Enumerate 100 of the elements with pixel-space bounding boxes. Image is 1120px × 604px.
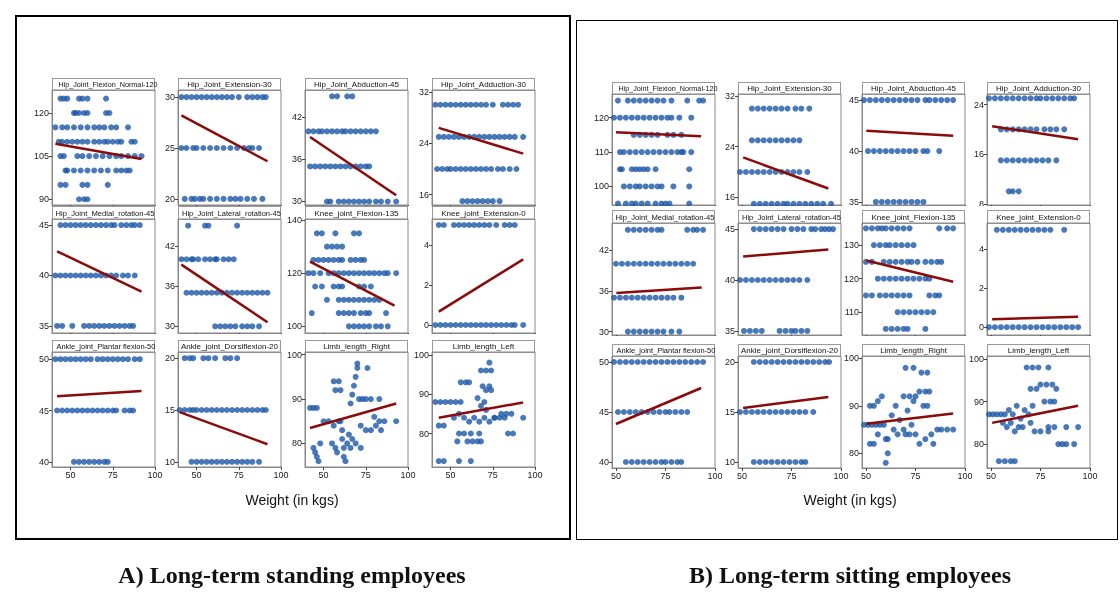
chart-title: Ankle_joint_Dorsiflexion-20 [181,341,278,353]
y-tick-label: 50 [38,354,49,365]
y-tick-label: 80 [418,428,429,439]
chart-title: Hip_Joint_Extension-30 [747,83,832,95]
chart-title: Limb_length_Left [452,341,515,353]
y-tick-label: 4 [423,240,429,250]
y-tick-label: 20 [164,353,175,364]
y-tick-label: 16 [973,149,984,160]
y-tick-label: 30 [164,321,175,332]
y-tick-label: 0 [423,320,429,330]
x-tick-label: 100 [527,469,543,480]
y-tick-label: 120 [843,273,859,284]
chart-title: Hip_Joint_Abduction-45 [314,79,399,91]
y-tick-label: 30 [164,92,175,103]
text: B) Long-term sitting employees [689,562,1011,589]
y-tick-label: 50 [598,357,609,367]
chart-title: Knee_joint_Flexion-135 [314,208,399,220]
y-tick-label: 120 [593,112,609,123]
chart-title: Hip_Joint_Flexion_Normal-120 [618,83,718,95]
y-tick-label: 4 [978,244,984,255]
y-tick-label: 30 [291,196,302,207]
y-tick-label: 8 [978,198,984,209]
x-tick-label: 75 [360,469,371,480]
y-tick-label: 110 [594,147,609,158]
chart-title: Hip_Joint_Adduction-30 [441,79,526,91]
y-tick-label: 110 [844,307,859,318]
y-tick-label: 16 [418,189,429,200]
chart-title: Hip_Joint_Medial_rotation-45 [55,207,155,220]
y-tick-label: 100 [593,181,609,192]
x-tick-label: 75 [233,469,244,480]
x-tick-label: 75 [487,469,498,480]
x-tick-label: 50 [736,470,747,481]
y-tick-label: 35 [848,196,859,207]
y-tick-label: 80 [848,448,859,459]
y-tick-label: 2 [423,280,429,290]
x-tick-label: 100 [957,470,973,481]
y-tick-label: 90 [848,400,859,411]
y-tick-label: 100 [413,349,429,360]
y-tick-label: 45 [724,224,735,235]
chart-title: Hip_Joint_Medial_rotation-45 [615,211,715,224]
y-tick-label: 100 [286,349,302,360]
y-tick-label: 80 [291,438,302,449]
x-tick-label: 100 [833,470,849,481]
y-tick-label: 36 [598,285,609,296]
x-tick-label: 75 [107,469,118,480]
chart-title: Limb_length_Left [1007,345,1070,357]
y-tick-label: 15 [164,405,175,416]
y-tick-label: 40 [38,270,49,281]
y-tick-label: 45 [848,95,859,106]
y-tick-label: 0 [978,322,984,333]
chart-title: Ankle_joint_Plantar flexion-50 [616,345,716,357]
y-tick-label: 20 [164,193,175,204]
chart-title: Hip_Joint_Abduction-45 [871,83,956,95]
y-tick-label: 140 [286,215,302,226]
chart-title: Limb_length_Right [323,341,390,353]
x-tick-label: 50 [860,470,871,481]
y-tick-label: 100 [968,353,984,364]
chart-title: Hip_Joint_Lateral_rotation-45 [741,211,841,224]
y-tick-label: 10 [164,456,175,467]
y-tick-label: 40 [848,146,859,157]
chart-title: Hip_Joint_Extension-30 [187,79,272,91]
y-tick-label: 90 [418,389,429,400]
y-tick-label: 40 [38,456,49,467]
x-tick-label: 100 [400,469,416,480]
chart-title: Ankle_joint_Plantar flexion-50 [56,341,156,353]
chart-title: Knee_joint_Flexion-135 [871,212,956,224]
y-tick-label: 90 [973,396,984,407]
x-tick-label: 100 [273,469,289,480]
y-tick-label: 100 [843,353,859,364]
y-tick-label: 105 [33,151,49,162]
y-tick-label: 32 [418,86,429,97]
x-tick-label: 50 [191,469,202,480]
x-tick-label: 100 [147,469,163,480]
x-axis-title: Weight (in kgs) [245,492,339,508]
x-tick-label: 75 [1035,470,1046,481]
y-tick-label: 24 [418,138,429,149]
y-tick-label: 35 [724,325,735,336]
y-tick-label: 120 [33,108,49,118]
x-tick-label: 50 [985,470,996,481]
y-tick-label: 16 [724,192,735,203]
chart-title: Hip_Joint_Lateral_rotation-45 [181,207,281,220]
y-tick-label: 36 [291,154,302,165]
y-tick-label: 30 [598,326,609,337]
chart-title: Hip_Joint_Adduction-30 [996,83,1081,95]
x-axis-title: Weight (in kgs) [803,492,897,508]
y-tick-label: 35 [38,320,49,331]
y-tick-label: 130 [843,240,859,251]
x-tick-label: 100 [707,470,723,481]
y-tick-label: 90 [38,194,49,205]
x-tick-label: 75 [786,470,797,481]
y-tick-label: 20 [724,357,735,367]
x-tick-label: 75 [910,470,921,481]
y-tick-label: 45 [598,407,609,417]
chart-title: Ankle_joint_Dorsiflexion-20 [741,345,838,357]
y-tick-label: 90 [291,394,302,405]
y-tick-label: 45 [38,405,49,416]
x-tick-label: 75 [660,470,671,481]
text: A) Long-term standing employees [118,562,466,589]
y-tick-label: 42 [598,245,609,256]
y-tick-label: 80 [973,439,984,450]
